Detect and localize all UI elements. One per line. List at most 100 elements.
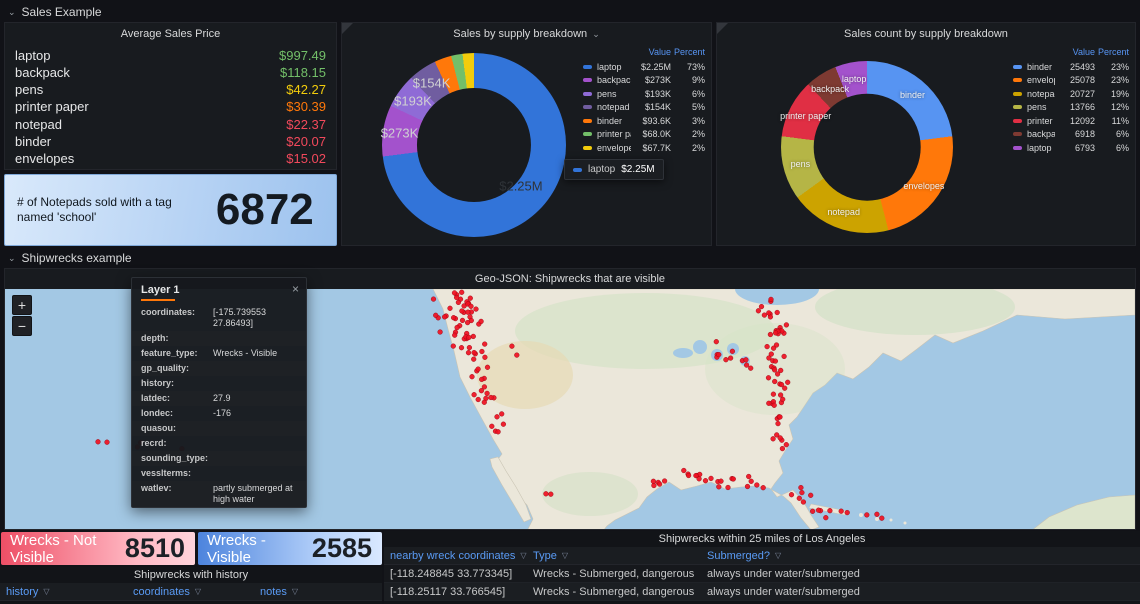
shipwreck-marker[interactable] (442, 314, 448, 320)
shipwreck-marker[interactable] (451, 315, 457, 321)
shipwreck-marker[interactable] (650, 478, 657, 484)
shipwreck-marker[interactable] (743, 362, 750, 368)
shipwreck-marker[interactable] (685, 472, 692, 479)
column-header-coordinates[interactable]: coordinates ▽ (127, 586, 254, 598)
legend-item-binder[interactable]: binder $93.6K 3% (583, 114, 705, 128)
shipwreck-marker[interactable] (746, 473, 752, 480)
legend-item-notepad[interactable]: notepad $154K 5% (583, 101, 705, 115)
shipwreck-marker[interactable] (495, 429, 501, 435)
shipwreck-marker[interactable] (454, 294, 460, 301)
shipwreck-marker[interactable] (771, 402, 777, 408)
shipwreck-marker[interactable] (494, 414, 500, 420)
shipwreck-marker[interactable] (766, 310, 772, 316)
shipwreck-marker[interactable] (774, 309, 780, 316)
shipwreck-marker[interactable] (469, 374, 475, 380)
column-header-type[interactable]: Type ▽ (527, 550, 701, 562)
legend-sort-percent[interactable]: Percent (673, 47, 705, 57)
shipwreck-marker[interactable] (500, 421, 507, 427)
shipwreck-marker[interactable] (459, 289, 465, 295)
shipwreck-marker[interactable] (781, 353, 787, 360)
shipwreck-marker[interactable] (778, 381, 785, 388)
shipwreck-marker[interactable] (471, 356, 477, 362)
table-row[interactable]: [-118.248845 33.773345] Wrecks - Submerge… (384, 565, 1140, 583)
legend-item-binder[interactable]: binder 25493 23% (1013, 60, 1129, 74)
shipwreck-marker[interactable] (716, 484, 722, 490)
shipwreck-marker[interactable] (509, 343, 515, 349)
shipwreck-marker[interactable] (764, 343, 770, 350)
shipwreck-marker[interactable] (475, 366, 481, 372)
shipwreck-marker[interactable] (455, 299, 462, 306)
shipwreck-marker[interactable] (470, 333, 476, 340)
shipwreck-marker[interactable] (796, 495, 802, 501)
zoom-in-button[interactable]: + (12, 295, 32, 315)
shipwreck-marker[interactable] (430, 296, 437, 302)
shipwreck-marker[interactable] (774, 371, 781, 377)
shipwreck-marker[interactable] (489, 423, 495, 429)
shipwreck-marker[interactable] (766, 400, 772, 406)
shipwreck-marker[interactable] (783, 442, 789, 448)
shipwreck-marker[interactable] (447, 305, 453, 311)
shipwreck-marker[interactable] (548, 491, 554, 497)
legend-item-printer-paper[interactable]: printer paper $68.0K 2% (583, 128, 705, 142)
shipwreck-marker[interactable] (467, 295, 473, 301)
shipwreck-marker[interactable] (473, 306, 479, 312)
column-header-notes[interactable]: notes ▽ (254, 586, 381, 598)
count-breakdown-panel-title[interactable]: Sales count by supply breakdown (717, 23, 1135, 45)
shipwreck-marker[interactable] (478, 318, 484, 325)
shipwreck-marker[interactable] (451, 290, 458, 296)
shipwreck-marker[interactable] (708, 475, 714, 482)
shipwreck-marker[interactable] (475, 396, 481, 403)
shipwreck-marker[interactable] (437, 329, 443, 335)
shipwreck-marker[interactable] (479, 348, 485, 355)
legend-sort-value[interactable]: Value (648, 47, 671, 57)
shipwreck-marker[interactable] (815, 507, 822, 513)
shipwreck-marker[interactable] (788, 492, 795, 498)
shipwreck-marker[interactable] (772, 358, 779, 364)
legend-item-envelopes[interactable]: envelopes 25078 23% (1013, 74, 1129, 88)
shipwreck-marker[interactable] (777, 414, 783, 420)
shipwreck-marker[interactable] (471, 392, 477, 398)
column-header-nearby-wreck-coordinates[interactable]: nearby wreck coordinates ▽ (384, 550, 527, 562)
shipwreck-marker[interactable] (766, 355, 772, 361)
shipwreck-marker[interactable] (488, 394, 494, 401)
shipwreck-marker[interactable] (773, 342, 780, 348)
legend-item-backpack[interactable]: backpack 6918 6% (1013, 128, 1129, 142)
shipwreck-marker[interactable] (478, 388, 485, 394)
shipwreck-marker[interactable] (723, 357, 729, 363)
shipwreck-marker[interactable] (777, 392, 784, 398)
avg-price-panel-title[interactable]: Average Sales Price (5, 23, 336, 45)
shipwreck-marker[interactable] (770, 436, 776, 442)
filter-icon[interactable]: ▽ (520, 551, 527, 560)
shipwreck-marker[interactable] (827, 508, 833, 514)
legend-item-laptop[interactable]: laptop 6793 6% (1013, 141, 1129, 155)
shipwreck-marker[interactable] (514, 352, 520, 358)
zoom-out-button[interactable]: − (12, 316, 32, 336)
la-table-title[interactable]: Shipwrecks within 25 miles of Los Angele… (658, 533, 866, 545)
shipwreck-marker[interactable] (760, 485, 766, 491)
shipwreck-marker[interactable] (808, 492, 814, 498)
shipwreck-marker[interactable] (702, 478, 709, 484)
shipwreck-marker[interactable] (799, 490, 805, 496)
map-panel-title[interactable]: Geo-JSON: Shipwrecks that are visible (5, 269, 1135, 289)
shipwreck-marker[interactable] (774, 432, 780, 438)
filter-icon[interactable]: ▽ (194, 587, 202, 596)
legend-item-printer-paper[interactable]: printer paper 12092 11% (1013, 114, 1129, 128)
shipwreck-marker[interactable] (484, 390, 490, 397)
shipwreck-marker[interactable] (465, 309, 471, 315)
shipwreck-marker[interactable] (844, 510, 850, 516)
shipwreck-marker[interactable] (543, 491, 549, 497)
shipwreck-marker[interactable] (481, 399, 487, 405)
shipwreck-marker[interactable] (466, 334, 472, 341)
shipwreck-marker[interactable] (727, 355, 734, 361)
filter-icon[interactable]: ▽ (561, 551, 569, 560)
shipwreck-marker[interactable] (782, 385, 788, 391)
filter-icon[interactable]: ▽ (43, 587, 50, 596)
shipwreck-marker[interactable] (459, 308, 465, 314)
shipwreck-marker[interactable] (661, 478, 668, 484)
shipwreck-marker[interactable] (482, 354, 488, 360)
legend-item-backpack[interactable]: backpack $273K 9% (583, 74, 705, 88)
shipwreck-marker[interactable] (779, 446, 786, 452)
legend-sort-value[interactable]: Value (1072, 47, 1095, 57)
shipwreck-marker[interactable] (433, 312, 439, 318)
shipwreck-marker[interactable] (459, 317, 466, 324)
